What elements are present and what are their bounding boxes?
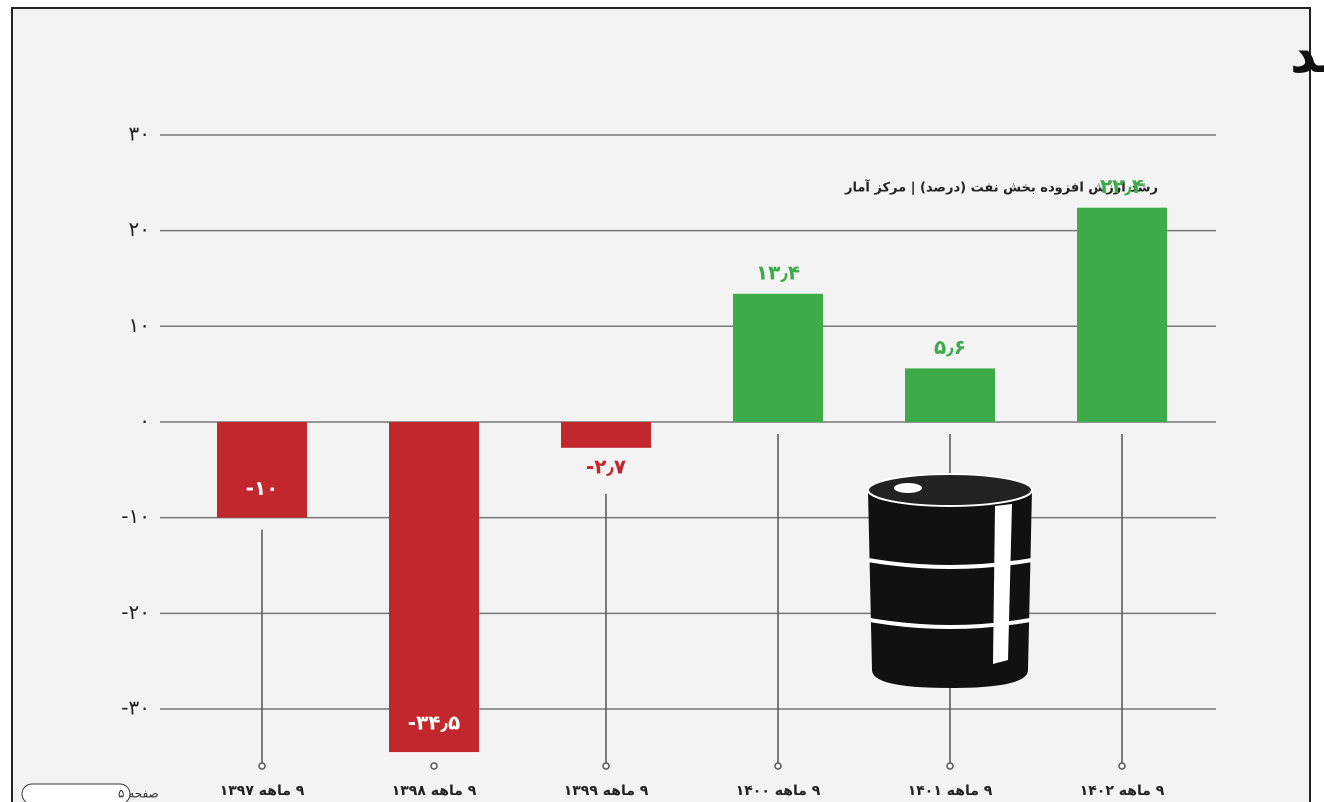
bar	[1077, 208, 1167, 422]
y-tick-label: -۳۰	[121, 695, 150, 719]
y-tick-label: ۳۰	[129, 121, 150, 145]
chart: رشد ارزش افزوده بخش نفت ۴ برابر شد رشد ا…	[0, 0, 1324, 802]
bar	[733, 294, 823, 422]
x-tick-label: ۹ ماهه ۱۳۹۸	[392, 783, 477, 799]
bar	[217, 422, 307, 518]
y-tick-label: ۲۰	[129, 217, 150, 241]
y-tick-label: -۱۰	[121, 504, 150, 528]
leader-dot	[1119, 763, 1125, 769]
bar	[389, 422, 479, 752]
y-tick-label: ۱۰	[129, 313, 150, 337]
chart-title: رشد ارزش افزوده بخش نفت ۴ برابر شد	[1290, 25, 1324, 85]
value-label: ۱۳٫۴	[756, 260, 800, 284]
leader-dot	[947, 763, 953, 769]
value-label: -۲٫۷	[586, 454, 626, 478]
leader-dot	[259, 763, 265, 769]
page-label: صفحه ۵	[118, 787, 159, 801]
x-tick-label: ۹ ماهه ۱۴۰۲	[1080, 783, 1165, 799]
value-label: ۵٫۶	[934, 335, 966, 359]
x-tick-label: ۹ ماهه ۱۳۹۷	[220, 783, 305, 799]
y-tick-label: -۲۰	[121, 600, 150, 624]
value-label: -۱۰	[246, 476, 279, 500]
bar	[561, 422, 651, 448]
value-label: -۳۴٫۵	[408, 711, 460, 735]
leader-dot	[775, 763, 781, 769]
leader-dot	[603, 763, 609, 769]
x-tick-label: ۹ ماهه ۱۳۹۹	[564, 783, 649, 799]
y-tick-label: ۰	[139, 408, 150, 432]
oil-barrel	[868, 474, 1032, 688]
x-tick-label: ۹ ماهه ۱۴۰۰	[736, 783, 821, 799]
page-badge: صفحه ۵	[22, 784, 159, 802]
leader-dot	[431, 763, 437, 769]
x-tick-label: ۹ ماهه ۱۴۰۱	[908, 783, 993, 799]
value-label: ۲۲٫۴	[1100, 174, 1144, 198]
bar	[905, 368, 995, 422]
